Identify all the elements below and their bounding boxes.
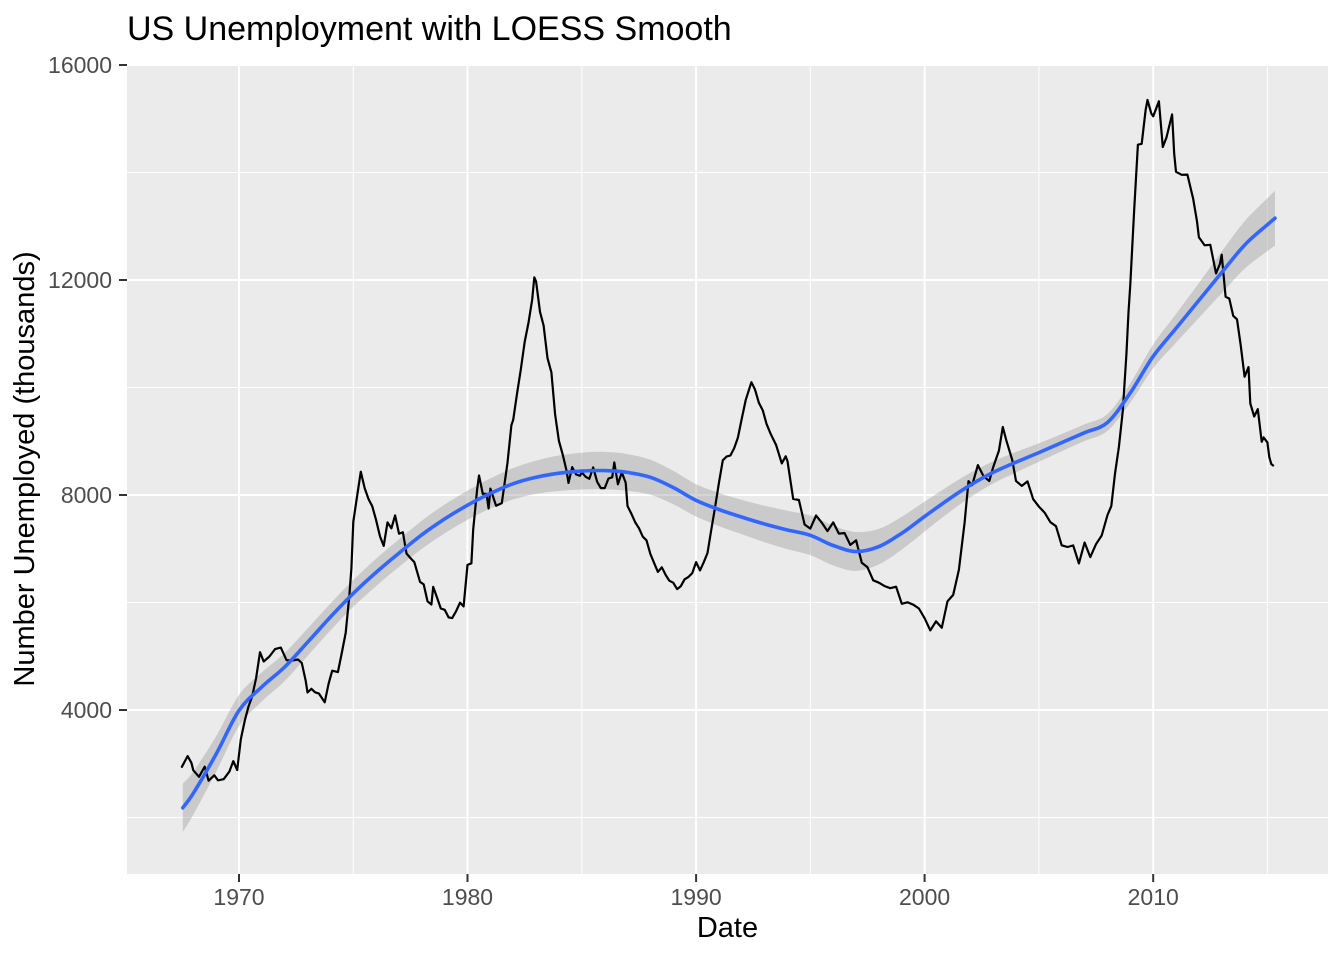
plot-title: US Unemployment with LOESS Smooth bbox=[127, 10, 732, 48]
grid-major bbox=[127, 64, 1328, 874]
loess-line bbox=[181, 216, 1277, 810]
y-tick-label: 4000 bbox=[61, 697, 112, 723]
y-tick-label: 12000 bbox=[48, 267, 112, 293]
axis-ticks bbox=[119, 64, 1155, 882]
x-axis-title: Date bbox=[696, 912, 759, 944]
x-tick-label: 1980 bbox=[442, 884, 493, 910]
y-tick-label: 16000 bbox=[48, 52, 112, 78]
grid-minor bbox=[127, 64, 1328, 874]
y-tick-label: 8000 bbox=[61, 482, 112, 508]
y-axis-title: Number Unemployed (thousands) bbox=[9, 251, 41, 686]
unemploy-line bbox=[180, 98, 1275, 782]
x-tick-label: 2000 bbox=[899, 884, 950, 910]
x-tick-label: 2010 bbox=[1128, 884, 1179, 910]
x-tick-label: 1970 bbox=[213, 884, 264, 910]
plot-panel bbox=[127, 64, 1328, 874]
x-tick-label: 1990 bbox=[671, 884, 722, 910]
